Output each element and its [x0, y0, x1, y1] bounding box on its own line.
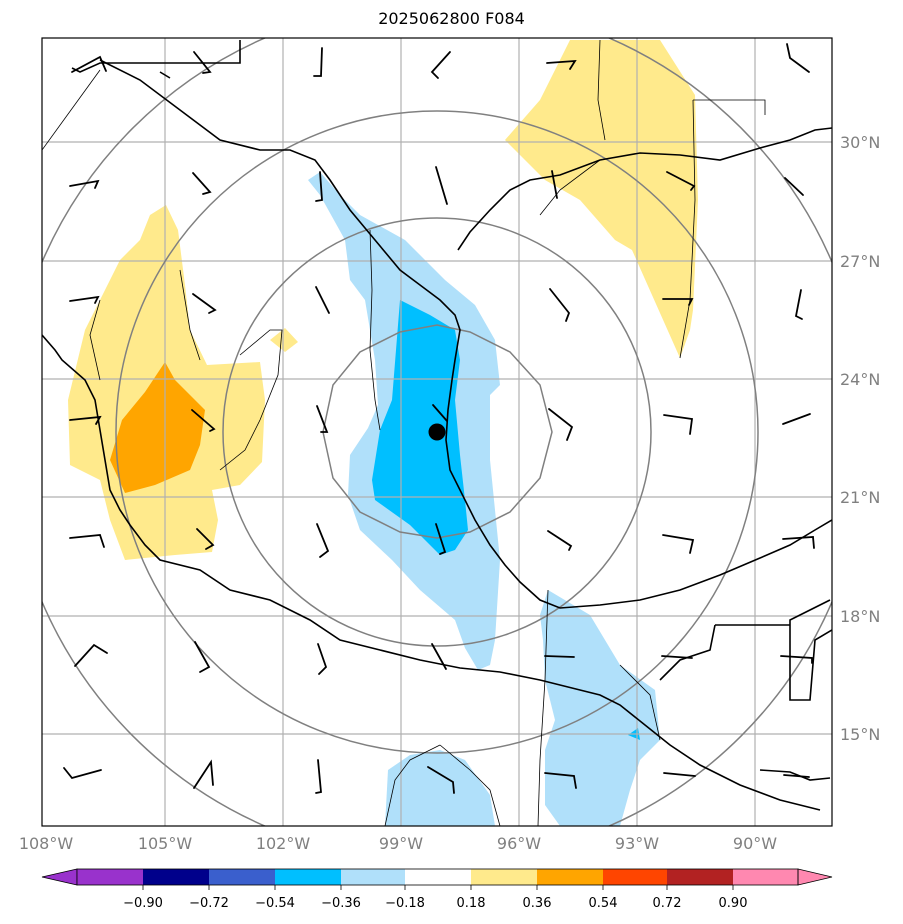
colorbar-label: 0.18: [457, 896, 486, 911]
colorbar-label: −0.90: [123, 896, 163, 911]
colorbar-segment: [341, 869, 405, 885]
colorbar-label: −0.72: [189, 896, 229, 911]
positive-region-east: [505, 40, 698, 358]
storm-center-marker: [428, 423, 446, 441]
colorbar-segment: [471, 869, 537, 885]
shaded-field: [68, 40, 698, 826]
colorbar-label: 0.90: [719, 896, 748, 911]
lon-label: 102°W: [256, 834, 311, 853]
colorbar-label: −0.36: [321, 896, 361, 911]
colorbar-segment: [733, 869, 798, 885]
state-borders: [42, 39, 766, 826]
colorbar-segment: [537, 869, 603, 885]
strong-positive-region: [110, 362, 205, 493]
colorbar-label: −0.54: [255, 896, 295, 911]
colorbar-segment: [603, 869, 667, 885]
colorbar-label: 0.54: [589, 896, 618, 911]
strong-negative-region: [372, 300, 468, 555]
lat-label: 18°N: [840, 607, 880, 626]
map-title: 2025062800 F084: [378, 9, 525, 28]
colorbar-label: −0.18: [385, 896, 425, 911]
graticule: [42, 38, 832, 826]
colorbar-segment: [667, 869, 733, 885]
lon-label: 99°W: [379, 834, 423, 853]
lat-label: 27°N: [840, 252, 880, 271]
colorbar-frame: [76, 868, 799, 886]
colorbar-segment: [77, 869, 143, 885]
negative-region-southwest: [385, 750, 495, 826]
map-area: [42, 38, 832, 826]
lat-label: 24°N: [840, 370, 880, 389]
colorbar-extend-low: [41, 868, 78, 886]
lat-label: 21°N: [840, 488, 880, 507]
lat-label: 15°N: [840, 725, 880, 744]
lon-label: 105°W: [138, 834, 193, 853]
latitude-labels: 30°N 27°N 24°N 21°N 18°N 15°N: [840, 133, 880, 744]
colorbar-segment: [209, 869, 275, 885]
colorbar-segment: [275, 869, 341, 885]
positive-region-small: [270, 328, 298, 352]
lon-label: 93°W: [615, 834, 659, 853]
lon-label: 96°W: [497, 834, 541, 853]
coastlines: [42, 40, 832, 811]
colorbar-extend-high: [797, 868, 833, 886]
wind-barbs: [63, 43, 815, 794]
map-frame: [41, 37, 833, 827]
distance-rings: [42, 38, 832, 826]
longitude-labels: 108°W 105°W 102°W 99°W 96°W 93°W 90°W: [19, 834, 777, 853]
lat-label: 30°N: [840, 133, 880, 152]
colorbar: −0.90 −0.72 −0.54 −0.36 −0.18 0.18 0.36 …: [41, 868, 833, 911]
colorbar-label: 0.36: [523, 896, 552, 911]
colorbar-segment: [405, 869, 471, 885]
lon-label: 108°W: [19, 834, 74, 853]
colorbar-label: 0.72: [653, 896, 682, 911]
colorbar-segment: [143, 869, 209, 885]
lon-label: 90°W: [733, 834, 777, 853]
